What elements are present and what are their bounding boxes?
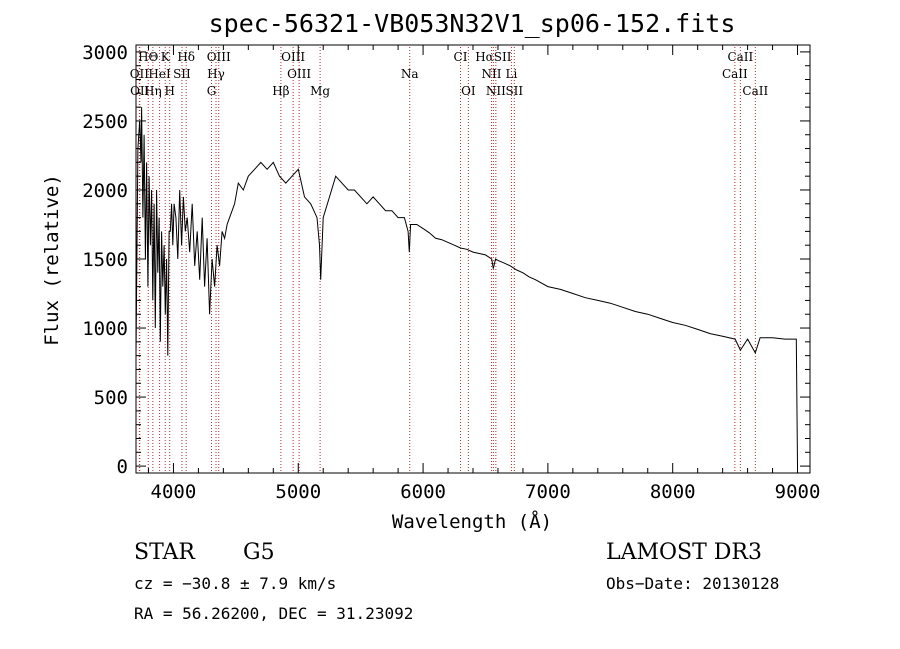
x-tick-label: 5000	[275, 481, 321, 503]
spectral-line-label: Hδ	[177, 50, 195, 64]
observation-date: Obs−Date: 20130128	[606, 574, 780, 593]
x-tick-label: 8000	[650, 481, 696, 503]
y-tick-label: 1000	[82, 318, 128, 340]
x-tick-label: 9000	[775, 481, 821, 503]
chart-title: spec-56321-VB053N32V1_sp06-152.fits	[209, 9, 736, 38]
spectral-line-label: CaII	[722, 67, 748, 81]
object-type: STAR	[134, 540, 195, 565]
spectral-line-label: OIII	[281, 50, 305, 64]
y-tick-label: 0	[117, 456, 128, 478]
spectral-line-label: CI	[454, 50, 468, 64]
spectral-line-label: H	[164, 84, 174, 98]
spectral-line-label: HΘ	[138, 50, 158, 64]
x-axis-label: Wavelength (Å)	[392, 510, 552, 533]
spectral-line-label: SII	[505, 84, 523, 98]
survey-name: LAMOST DR3	[606, 540, 762, 565]
spectral-line-label: CaII	[727, 50, 753, 64]
spectral-line-label: OI	[461, 84, 476, 98]
plot-axes	[135, 44, 811, 474]
spectrum-series	[135, 107, 798, 467]
spectral-line-label: Li	[506, 67, 518, 81]
y-tick-label: 2000	[82, 180, 128, 202]
spectral-line-label: NII	[486, 84, 506, 98]
y-tick-label: 1500	[82, 249, 128, 271]
spectral-line-label: NII	[481, 67, 501, 81]
spectral-line-label: K	[161, 50, 171, 64]
spectral-line-label: Hβ	[272, 84, 289, 98]
spectral-line-label: CaII	[742, 84, 768, 98]
spectral-line-label: Hγ	[207, 67, 225, 81]
spectral-line-label: HαSII	[475, 50, 512, 64]
spectral-line-label: HeI	[148, 67, 171, 81]
plot-frame	[135, 44, 811, 474]
spectral-line-label: OIII	[287, 67, 311, 81]
y-tick-label: 500	[94, 387, 128, 409]
spectral-subclass: G5	[243, 540, 275, 565]
x-tick-label: 7000	[525, 481, 571, 503]
spectral-line-label: G	[207, 84, 217, 98]
y-axis-label: Flux (relative)	[41, 174, 63, 346]
x-tick-label: 6000	[400, 481, 446, 503]
spectral-line-label: Hη	[144, 84, 162, 98]
spectral-line-label: OIII	[207, 50, 231, 64]
spectral-line-label: SII	[173, 67, 191, 81]
spectral-line-label: Mg	[310, 84, 330, 98]
redshift-velocity: cz = −30.8 ± 7.9 km/s	[134, 574, 337, 593]
y-tick-label: 2500	[82, 111, 128, 133]
spectral-line-label: Na	[401, 67, 419, 81]
tick-marks: 4000 5000 6000 7000 8000 9000 0 500 1000 1500 2000…	[82, 42, 820, 503]
coordinates: RA = 56.26200, DEC = 31.23092	[134, 604, 414, 623]
y-tick-label: 3000	[82, 42, 128, 64]
spectral-line-label: OII	[130, 84, 150, 98]
x-tick-label: 4000	[151, 481, 197, 503]
